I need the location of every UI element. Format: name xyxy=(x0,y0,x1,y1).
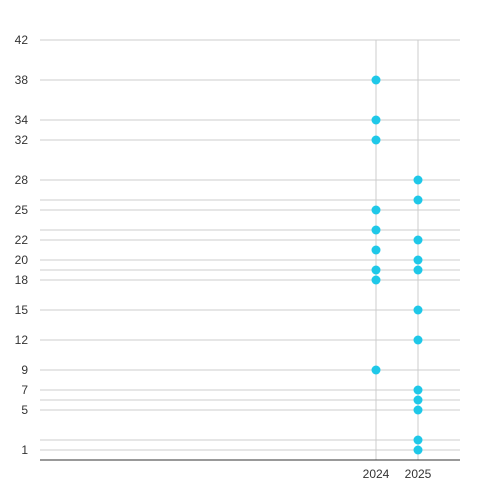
data-point-2024-0 xyxy=(371,365,381,375)
data-point-2024-2 xyxy=(371,265,381,275)
y-tick-label-7: 7 xyxy=(21,383,28,397)
data-point-2025-4 xyxy=(413,385,423,395)
data-point-2024-3 xyxy=(371,245,381,255)
x-tick-label-2024: 2024 xyxy=(363,467,390,481)
data-point-2025-2 xyxy=(413,405,423,415)
data-points xyxy=(371,75,423,455)
data-point-2025-6 xyxy=(413,305,423,315)
data-point-2025-7 xyxy=(413,265,423,275)
x-axis-tick-labels: 2024 2025 xyxy=(363,467,432,481)
category-grid-lines xyxy=(375,40,419,460)
y-tick-label-22: 22 xyxy=(15,233,29,247)
data-point-2025-9 xyxy=(413,235,423,245)
y-tick-label-12: 12 xyxy=(15,333,29,347)
y-tick-label-42: 42 xyxy=(15,33,29,47)
data-point-2024-7 xyxy=(371,115,381,125)
data-point-2025-10 xyxy=(413,195,423,205)
data-point-2024-1 xyxy=(371,275,381,285)
y-tick-label-15: 15 xyxy=(15,303,29,317)
data-point-2025-1 xyxy=(413,435,423,445)
data-point-2025-5 xyxy=(413,335,423,345)
y-tick-label-28: 28 xyxy=(15,173,29,187)
data-point-2024-4 xyxy=(371,225,381,235)
y-tick-label-20: 20 xyxy=(15,253,29,267)
data-point-2025-11 xyxy=(413,175,423,185)
y-tick-label-9: 9 xyxy=(21,363,28,377)
x-tick-label-2025: 2025 xyxy=(405,467,432,481)
data-point-2025-8 xyxy=(413,255,423,265)
y-tick-label-18: 18 xyxy=(15,273,29,287)
data-point-2024-6 xyxy=(371,135,381,145)
y-tick-label-5: 5 xyxy=(21,403,28,417)
y-tick-label-34: 34 xyxy=(15,113,29,127)
y-tick-label-38: 38 xyxy=(15,73,29,87)
data-point-2025-0 xyxy=(413,445,423,455)
y-tick-label-1: 1 xyxy=(21,443,28,457)
y-tick-label-25: 25 xyxy=(15,203,29,217)
grid-lines xyxy=(40,39,460,451)
data-point-2024-5 xyxy=(371,205,381,215)
data-point-2024-8 xyxy=(371,75,381,85)
y-tick-label-32: 32 xyxy=(15,133,29,147)
data-point-2025-3 xyxy=(413,395,423,405)
